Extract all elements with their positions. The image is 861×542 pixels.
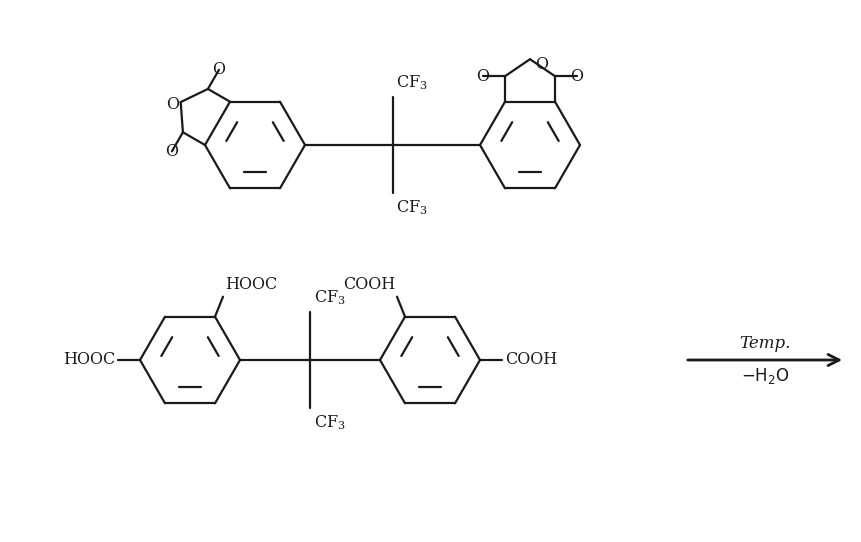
Text: $\mathregular{CF_3}$: $\mathregular{CF_3}$: [314, 288, 346, 307]
Text: COOH: COOH: [505, 352, 557, 369]
Text: HOOC: HOOC: [225, 276, 277, 293]
Text: COOH: COOH: [343, 276, 395, 293]
Text: O: O: [166, 96, 180, 113]
Text: $\mathregular{CF_3}$: $\mathregular{CF_3}$: [397, 198, 428, 217]
Text: $\mathregular{CF_3}$: $\mathregular{CF_3}$: [397, 73, 428, 92]
Text: Temp.: Temp.: [740, 335, 790, 352]
Text: O: O: [476, 68, 490, 85]
Text: $-\mathrm{H_2O}$: $-\mathrm{H_2O}$: [740, 366, 790, 386]
Text: HOOC: HOOC: [63, 352, 115, 369]
Text: O: O: [571, 68, 584, 85]
Text: O: O: [165, 143, 178, 160]
Text: O: O: [536, 56, 548, 73]
Text: O: O: [213, 61, 226, 79]
Text: $\mathregular{CF_3}$: $\mathregular{CF_3}$: [314, 413, 346, 431]
